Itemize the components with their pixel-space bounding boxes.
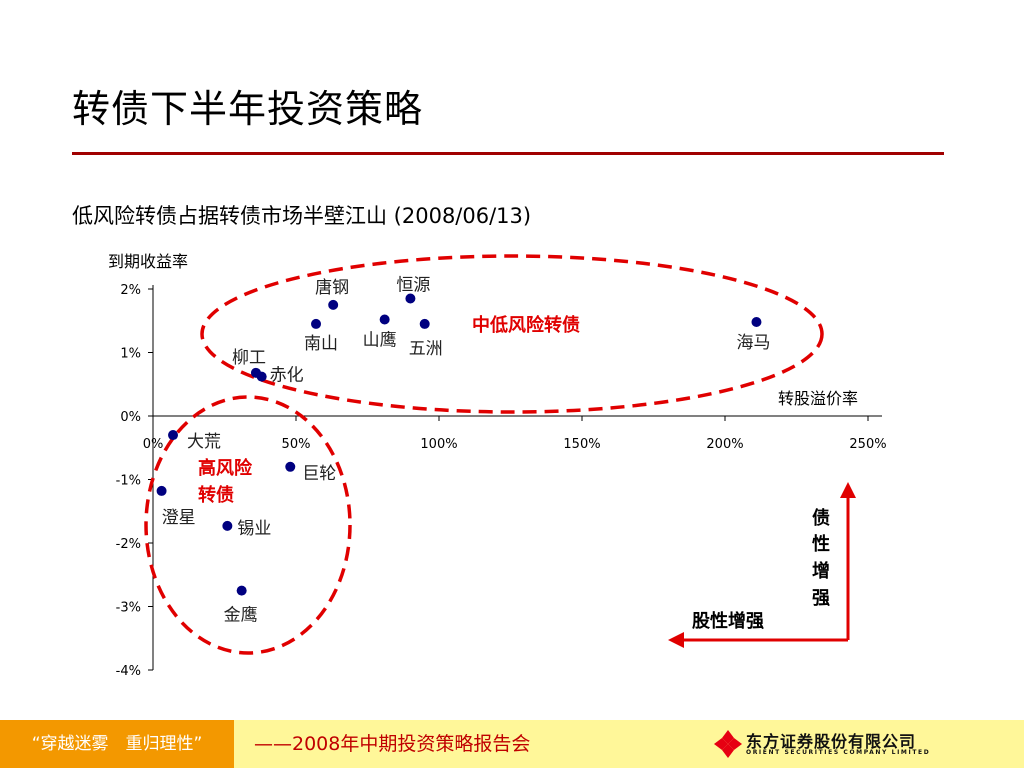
high-risk-label-line2: 转债 [198, 484, 234, 506]
data-point [256, 371, 267, 382]
data-point-label: 赤化 [270, 366, 304, 386]
data-point-label: 大荒 [187, 432, 221, 452]
data-point [328, 299, 339, 310]
x-tick-label: 150% [563, 437, 600, 452]
data-point-label: 海马 [736, 333, 770, 353]
footer-bar: ——2008年中期投资策略报告会 东方证券股份有限公司 ORIENT SECUR… [234, 720, 1024, 768]
equity-arrow-label: 股性增强 [691, 610, 764, 632]
data-point-label: 五洲 [409, 339, 443, 359]
x-tick-label: 50% [282, 437, 311, 452]
risk-ellipses [144, 254, 824, 655]
company-logo: 东方证券股份有限公司 ORIENT SECURITIES COMPANY LIM… [714, 728, 929, 762]
data-point [379, 314, 390, 325]
high-risk-label-line1: 高风险 [198, 457, 253, 479]
company-name-cn: 东方证券股份有限公司 [746, 732, 917, 751]
footer-theme: “穿越迷雾 重归理性” [0, 720, 234, 768]
chart-annotations: 中低风险转债 高风险 转债 债 性 增 强 股性增强 [198, 314, 856, 648]
chart-axes: 2% 1% 0% -1% -2% -3% -4% 0% 50% 100% 150% 200% 250% 到… [108, 252, 887, 679]
data-point [168, 430, 179, 441]
y-tick-label: -3% [116, 601, 141, 616]
data-point-label: 恒源 [396, 276, 430, 296]
data-point-label: 唐钢 [315, 277, 349, 298]
x-tick-label: 100% [420, 437, 457, 452]
equity-arrow-head [668, 632, 684, 648]
data-point-label: 澄星 [162, 508, 196, 528]
company-name-en: ORIENT SECURITIES COMPANY LIMITED [746, 749, 931, 756]
y-tick-label: -2% [116, 537, 141, 552]
bond-arrow-head [840, 482, 856, 498]
slide-subtitle: 低风险转债占据转债市场半壁江山 (2008/06/13) [72, 204, 532, 228]
data-point [751, 317, 762, 328]
y-tick-label: -1% [116, 474, 141, 489]
y-tick-label: 0% [120, 410, 141, 425]
y-tick-label: 1% [120, 347, 141, 362]
data-point [405, 293, 416, 304]
data-point [156, 485, 167, 496]
data-point [285, 461, 296, 472]
low-risk-ellipse [200, 254, 824, 414]
data-point-label: 南山 [304, 334, 338, 354]
bond-arrow-char-3: 增 [812, 560, 830, 582]
y-axis-title: 到期收益率 [108, 252, 188, 271]
data-point [236, 585, 247, 596]
data-point-label: 柳工 [232, 348, 266, 368]
data-point-label: 巨轮 [302, 464, 336, 484]
low-risk-label: 中低风险转债 [472, 314, 580, 336]
x-tick-label: 250% [849, 437, 886, 452]
x-tick-label: 0% [143, 437, 164, 452]
data-point [222, 520, 233, 531]
orient-logo-icon [714, 730, 742, 758]
x-tick-label: 200% [706, 437, 743, 452]
bond-arrow-char-4: 强 [812, 588, 830, 609]
bond-arrow [840, 482, 856, 640]
data-point-label: 金鹰 [224, 606, 258, 626]
bond-arrow-char-1: 债 [812, 507, 830, 529]
equity-arrow [668, 632, 848, 648]
high-risk-ellipse [144, 395, 352, 655]
data-point-label: 山鹰 [363, 330, 397, 350]
y-tick-label: -4% [116, 664, 141, 679]
slide-title: 转债下半年投资策略 [72, 87, 424, 131]
data-point [419, 318, 430, 329]
data-point [311, 318, 322, 329]
y-tick-label: 2% [120, 283, 141, 298]
title-divider [72, 152, 944, 155]
bond-arrow-char-2: 性 [812, 533, 830, 555]
scatter-chart: 2% 1% 0% -1% -2% -3% -4% 0% 50% 100% 150% 200% 250% 到… [108, 252, 887, 679]
x-axis-title: 转股溢价率 [778, 389, 858, 408]
footer-slogan: ——2008年中期投资策略报告会 [254, 733, 531, 755]
data-point-label: 锡业 [237, 519, 271, 539]
